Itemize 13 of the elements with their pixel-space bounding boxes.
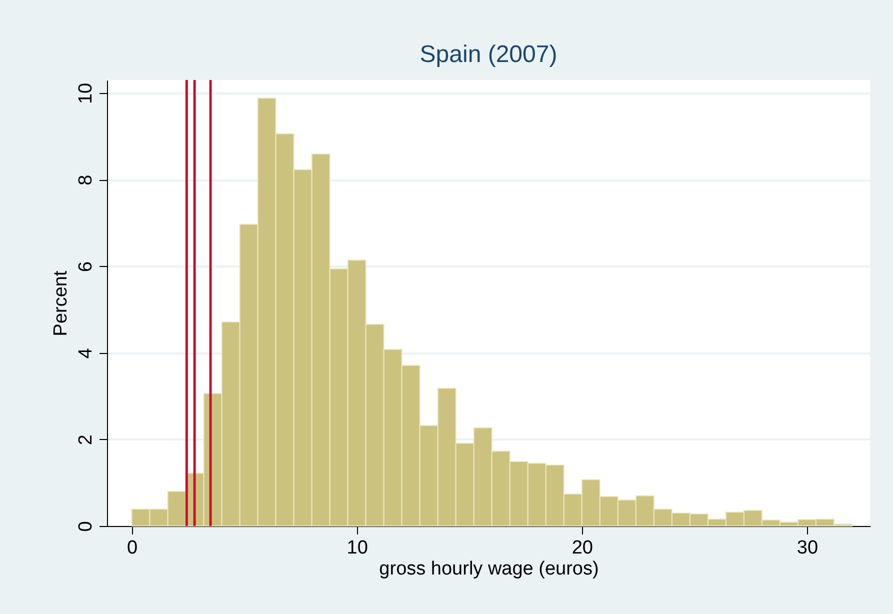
y-tick-label: 6 — [76, 261, 96, 272]
y-tick-label: 8 — [76, 174, 96, 186]
y-tick-label: 2 — [76, 434, 96, 446]
y-tick-label: 0 — [76, 521, 96, 532]
x-tick-label: 30 — [796, 538, 818, 558]
x-axis-title: gross hourly wage (euros) — [379, 558, 599, 580]
y-axis-title: Percent — [50, 270, 72, 336]
x-tick-label: 10 — [346, 538, 368, 558]
x-tick-label: 20 — [572, 538, 593, 558]
x-tick-label: 0 — [126, 538, 138, 558]
y-tick-label: 10 — [76, 82, 96, 104]
chart-title: Spain (2007) — [420, 40, 558, 68]
y-tick-label: 4 — [76, 348, 96, 359]
